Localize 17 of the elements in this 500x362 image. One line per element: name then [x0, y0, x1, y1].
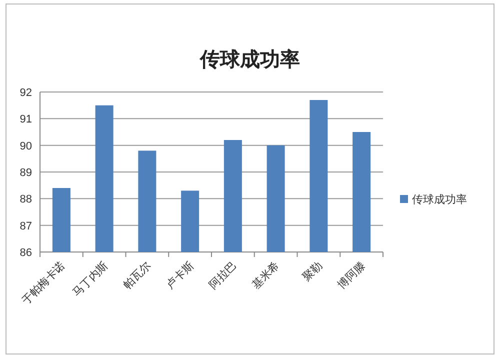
y-tick-label: 90 [20, 140, 32, 152]
x-tick-label: 马丁内斯 [70, 258, 110, 300]
y-tick-label: 91 [20, 114, 32, 126]
y-tick-label: 87 [20, 220, 32, 232]
x-tick-label: 帕瓦尔 [121, 260, 154, 292]
y-tick-label: 88 [20, 194, 32, 206]
x-tick-label: 基米希 [249, 258, 282, 292]
y-tick-label: 92 [20, 87, 32, 99]
x-tick-label: 卢卡斯 [164, 258, 196, 292]
legend-label: 传球成功率 [412, 193, 467, 206]
x-tick-label: 聚勒 [300, 258, 325, 284]
x-tick-label: 博阿滕 [335, 258, 368, 292]
x-tick-label: 阿拉巴 [207, 260, 240, 292]
y-tick-label: 86 [20, 247, 32, 259]
chart-title: 传球成功率 [199, 48, 300, 71]
y-tick-label: 89 [20, 167, 32, 179]
x-tick-label: 于帕梅卡诺 [19, 258, 68, 308]
